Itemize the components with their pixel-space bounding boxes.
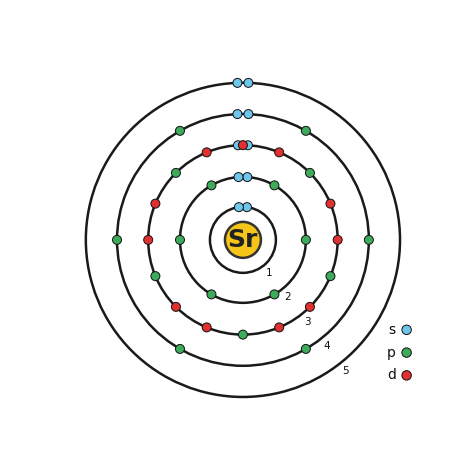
Circle shape [235, 203, 244, 212]
Circle shape [301, 126, 310, 135]
Circle shape [333, 236, 342, 244]
Circle shape [202, 148, 211, 157]
Circle shape [326, 272, 335, 281]
Text: 1: 1 [266, 268, 273, 278]
Circle shape [274, 323, 283, 332]
Circle shape [225, 222, 261, 258]
Text: 3: 3 [304, 317, 311, 327]
Circle shape [301, 344, 310, 353]
Circle shape [234, 141, 243, 150]
Circle shape [238, 141, 247, 150]
Circle shape [207, 181, 216, 190]
Circle shape [301, 236, 310, 244]
Circle shape [326, 199, 335, 208]
Circle shape [151, 272, 160, 281]
Circle shape [365, 236, 374, 244]
Circle shape [402, 348, 411, 357]
Circle shape [175, 344, 184, 353]
Circle shape [233, 110, 242, 119]
Circle shape [270, 290, 279, 299]
Circle shape [243, 172, 252, 181]
Circle shape [234, 172, 243, 181]
Circle shape [233, 78, 242, 87]
Circle shape [244, 78, 253, 87]
Circle shape [402, 325, 411, 334]
Text: 2: 2 [285, 292, 292, 302]
Circle shape [144, 236, 153, 244]
Circle shape [305, 303, 314, 311]
Text: 5: 5 [343, 366, 349, 376]
Circle shape [151, 199, 160, 208]
Text: s: s [389, 323, 396, 337]
Circle shape [244, 110, 253, 119]
Circle shape [207, 290, 216, 299]
Text: 4: 4 [323, 342, 330, 352]
Text: Sr: Sr [228, 228, 258, 252]
Circle shape [243, 141, 252, 150]
Circle shape [172, 169, 181, 177]
Text: p: p [387, 346, 396, 360]
Circle shape [175, 236, 184, 244]
Circle shape [305, 169, 314, 177]
Circle shape [402, 370, 411, 380]
Circle shape [202, 323, 211, 332]
Circle shape [238, 330, 247, 339]
Circle shape [175, 126, 184, 135]
Circle shape [270, 181, 279, 190]
Circle shape [242, 203, 251, 212]
Circle shape [112, 236, 121, 244]
Circle shape [274, 148, 283, 157]
Circle shape [172, 303, 181, 311]
Text: d: d [387, 369, 396, 382]
